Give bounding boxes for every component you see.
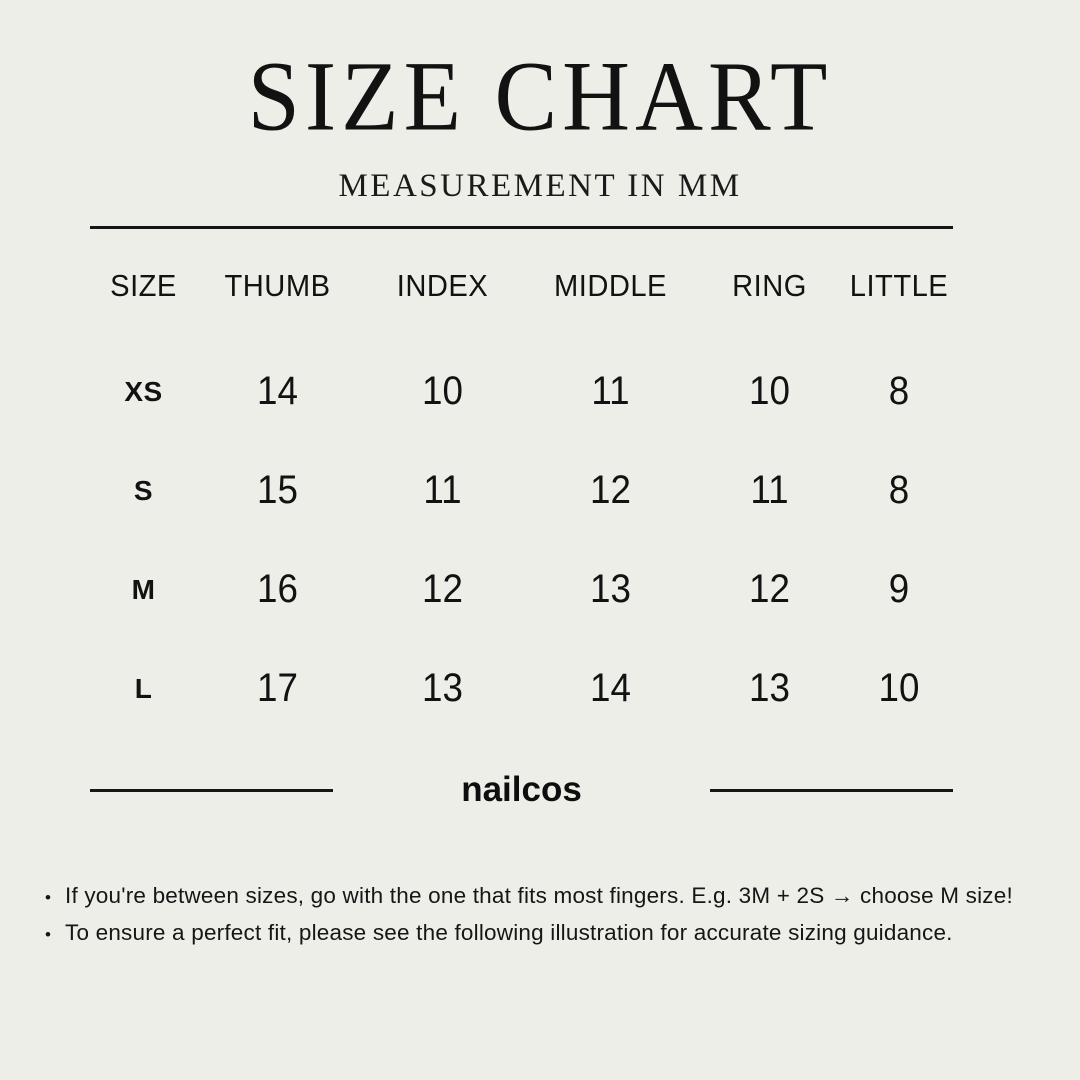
column-header-thumb: THUMB [224, 267, 331, 303]
column-header-little: LITTLE [849, 267, 949, 303]
cell-m-index: 12 [422, 567, 463, 611]
page-subtitle: MEASUREMENT IN MM [338, 168, 742, 204]
cell-xs-ring: 10 [749, 369, 790, 413]
cell-l-middle: 14 [590, 666, 631, 710]
cell-l-ring: 13 [749, 666, 790, 710]
right-divider-line [710, 788, 953, 792]
cell-m-ring: 12 [749, 567, 790, 611]
note-text-between-sizes: If you're between sizes, go with the one… [65, 883, 1013, 908]
size-table: SIZE THUMB INDEX MIDDLE RING LITTLE XS 1… [90, 229, 953, 738]
note-item: • If you're between sizes, go with the o… [45, 878, 1050, 915]
header-rule [90, 226, 953, 229]
row-label-m: M [131, 573, 156, 605]
cell-s-thumb: 15 [257, 468, 298, 512]
cell-l-index: 13 [422, 666, 463, 710]
brand-row: nailcos [90, 770, 953, 810]
bullet-icon: • [45, 925, 52, 944]
cell-l-thumb: 17 [257, 666, 298, 710]
cell-xs-thumb: 14 [257, 369, 298, 413]
cell-m-little: 9 [888, 567, 910, 611]
column-header-middle: MIDDLE [554, 267, 667, 303]
column-header-ring: RING [732, 267, 807, 303]
row-label-s: S [133, 474, 154, 506]
cell-s-middle: 12 [590, 468, 631, 512]
row-label-l: L [134, 672, 153, 704]
brand-name: nailcos [461, 770, 582, 809]
cell-s-ring: 11 [750, 468, 789, 512]
left-divider-line [90, 788, 333, 792]
note-text-perfect-fit: To ensure a perfect fit, please see the … [65, 920, 953, 945]
sizing-notes: • If you're between sizes, go with the o… [45, 878, 1050, 952]
page-title: SIZE CHART [247, 41, 833, 152]
column-header-size: SIZE [110, 267, 177, 303]
cell-s-little: 8 [888, 468, 910, 512]
row-label-xs: XS [124, 375, 163, 407]
bullet-icon: • [45, 888, 52, 907]
cell-xs-middle: 11 [591, 369, 630, 413]
cell-l-little: 10 [878, 666, 920, 710]
cell-m-middle: 13 [590, 567, 631, 611]
column-header-index: INDEX [396, 267, 489, 303]
cell-xs-little: 8 [888, 369, 910, 413]
cell-s-index: 11 [423, 468, 462, 512]
cell-m-thumb: 16 [257, 567, 298, 611]
note-item: • To ensure a perfect fit, please see th… [45, 915, 1050, 952]
cell-xs-index: 10 [422, 369, 463, 413]
